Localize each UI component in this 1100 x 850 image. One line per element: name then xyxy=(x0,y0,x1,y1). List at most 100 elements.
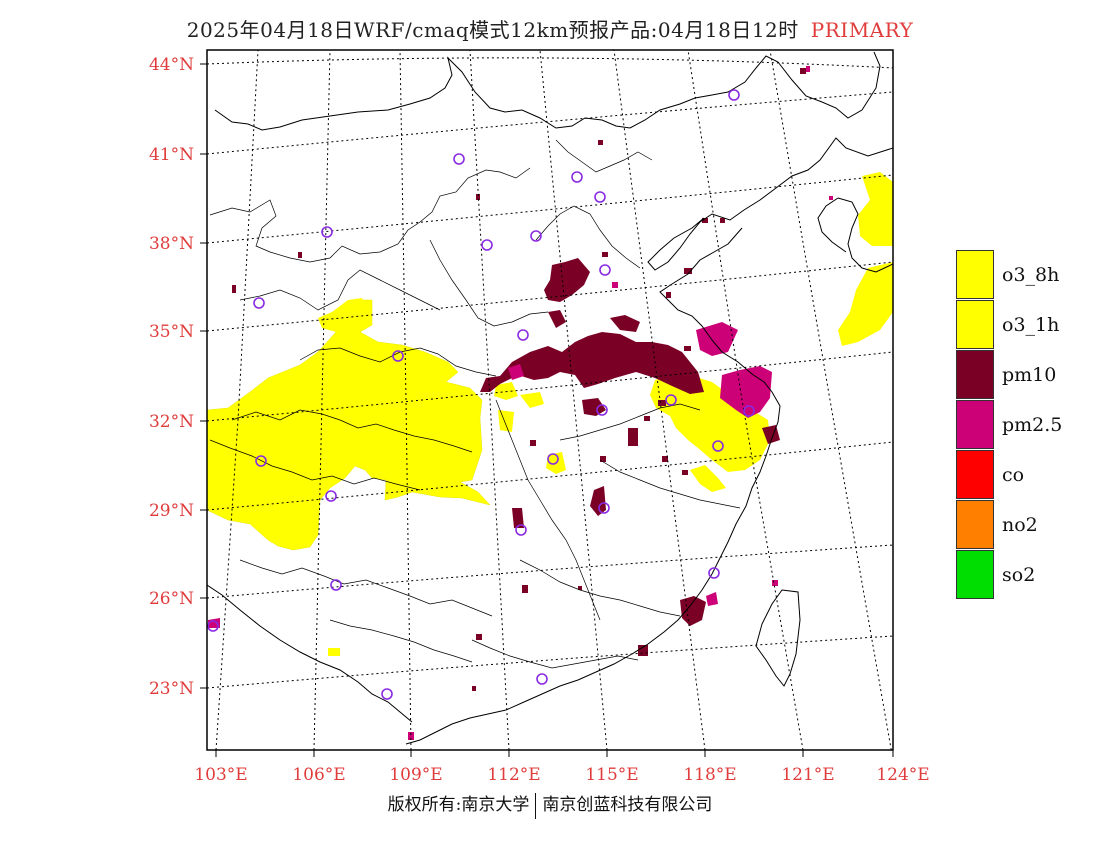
legend-label: no2 xyxy=(1002,514,1038,536)
pm25-fujian xyxy=(706,592,718,606)
station-marker xyxy=(321,226,333,238)
graticule xyxy=(207,50,893,750)
legend-swatch xyxy=(956,550,994,599)
coastline-bohai xyxy=(647,137,893,271)
lon-label: 109°E xyxy=(389,765,442,785)
lon-label: 112°E xyxy=(487,765,540,785)
title-text: 2025年04月18日WRF/cmaq模式12km预报产品:04月18日12时 xyxy=(186,18,799,42)
longitude-labels: 103°E 106°E 109°E 112°E 115°E 118°E 121°… xyxy=(194,765,929,785)
legend-swatch xyxy=(956,400,994,449)
station-marker xyxy=(708,567,720,579)
station-marker xyxy=(599,264,611,276)
lon-label: 121°E xyxy=(781,765,834,785)
meridian-103e xyxy=(215,50,259,750)
parallel-32n xyxy=(207,351,893,422)
station-marker xyxy=(517,329,529,341)
pm10-hubei xyxy=(628,428,638,446)
national-border xyxy=(214,51,881,131)
copyright-right: 南京创蓝科技有限公司 xyxy=(542,795,713,815)
lat-label: 44°N xyxy=(149,55,194,75)
pollution-layer xyxy=(207,66,893,740)
copyright-footer: 版权所有:南京大学 南京创蓝科技有限公司 xyxy=(0,790,1100,819)
lat-label: 32°N xyxy=(149,412,194,432)
scattered-cells xyxy=(232,68,806,691)
o3-area-jiangsu xyxy=(650,372,770,472)
o3-area-guanzhong xyxy=(318,298,368,332)
province-line-12 xyxy=(555,139,653,173)
station-marker xyxy=(594,191,606,203)
legend-swatch xyxy=(956,300,994,349)
legend-swatch xyxy=(956,500,994,549)
lat-label: 23°N xyxy=(149,679,194,699)
footer-separator xyxy=(535,792,537,819)
legend-swatch xyxy=(956,350,994,399)
station-marker xyxy=(536,673,548,685)
lon-label: 103°E xyxy=(194,765,247,785)
parallel-41n xyxy=(207,91,893,155)
station-marker xyxy=(255,455,267,467)
station-marker xyxy=(381,688,393,700)
province-line-15 xyxy=(329,619,473,663)
province-line-1 xyxy=(209,167,531,263)
o3-area-yunnan xyxy=(328,648,340,656)
province-line-7 xyxy=(239,559,493,617)
station-marker xyxy=(330,579,342,591)
station-marker xyxy=(743,405,755,417)
pm10-shandong-west xyxy=(548,310,566,328)
meridian-109e xyxy=(399,50,412,750)
pm10-hunan xyxy=(512,508,524,528)
lon-label: 118°E xyxy=(683,765,736,785)
meridian-106e xyxy=(313,50,331,750)
lon-label: 115°E xyxy=(585,765,638,785)
coastline-east xyxy=(405,227,781,745)
province-line-5 xyxy=(231,409,473,453)
meridian-124e xyxy=(769,50,892,750)
legend-label: so2 xyxy=(1002,564,1036,586)
pm10-shanxi xyxy=(544,258,590,302)
parallel-35n xyxy=(207,261,893,332)
station-marker xyxy=(481,239,493,251)
province-line-2 xyxy=(429,239,549,327)
legend-label: o3_8h xyxy=(1002,264,1060,286)
korea-outline xyxy=(817,197,893,273)
boundary-lines xyxy=(207,51,893,745)
pm25-henan xyxy=(508,364,524,380)
pm10-shandong-mid xyxy=(610,315,640,332)
station-marker xyxy=(253,297,265,309)
station-marker xyxy=(728,89,740,101)
pm25-west xyxy=(208,618,220,628)
station-marker xyxy=(571,171,583,183)
o3-area-henan-south xyxy=(494,382,518,400)
copyright-left: 版权所有:南京大学 xyxy=(387,795,530,815)
parallel-23n xyxy=(207,635,893,689)
lat-label: 29°N xyxy=(149,501,194,521)
legend-swatch xyxy=(956,450,994,499)
parallel-44n xyxy=(207,57,893,69)
station-marker xyxy=(325,490,337,502)
province-line-11 xyxy=(535,205,641,269)
legend-swatch xyxy=(956,250,994,299)
lat-label: 41°N xyxy=(149,145,194,165)
scattered-pm25-cells xyxy=(408,66,833,740)
lat-label: 26°N xyxy=(149,589,194,609)
pm10-guangdong xyxy=(638,645,648,656)
pm10-band xyxy=(480,332,704,394)
lon-label: 106°E xyxy=(292,765,345,785)
meridian-115e xyxy=(539,50,608,750)
legend-label: o3_1h xyxy=(1002,314,1060,336)
legend-label: co xyxy=(1002,464,1025,486)
legend-label: pm2.5 xyxy=(1002,414,1063,436)
parallel-29n xyxy=(207,441,893,511)
lat-label: 38°N xyxy=(149,234,194,254)
meridian-112e xyxy=(469,50,510,750)
pm10-jiangxi xyxy=(590,486,606,516)
map-title: 2025年04月18日WRF/cmaq模式12km预报产品:04月18日12时 P… xyxy=(0,14,1100,43)
province-line-13 xyxy=(559,403,701,441)
station-marker xyxy=(530,230,542,242)
parallel-26n xyxy=(207,544,893,599)
parallel-38n xyxy=(207,174,893,244)
lat-label: 35°N xyxy=(149,322,194,342)
province-line-10 xyxy=(599,459,741,509)
o3-area-hubei-small xyxy=(498,410,514,432)
